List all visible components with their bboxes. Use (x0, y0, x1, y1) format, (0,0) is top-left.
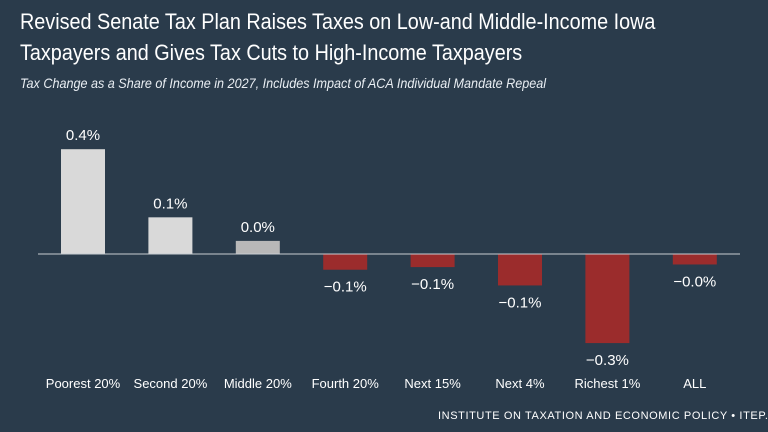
category-label-1: Poorest 20% (46, 376, 121, 391)
bar-6 (498, 254, 542, 286)
category-label-8: ALL (683, 376, 706, 391)
bar-5 (410, 254, 455, 268)
data-label-4: −0.1% (324, 279, 367, 296)
chart-subtitle: Tax Change as a Share of Income in 2027,… (20, 75, 547, 91)
chart-title: Revised Senate Tax Plan Raises Taxes on … (20, 9, 656, 65)
bar-3 (235, 240, 280, 254)
bar-2 (148, 217, 193, 254)
source-footer: INSTITUTE ON TAXATION AND ECONOMIC POLIC… (438, 410, 768, 422)
bar-8 (672, 254, 717, 265)
category-label-5: Next 15% (404, 376, 461, 391)
data-label-6: −0.1% (499, 294, 542, 311)
category-label-7: Richest 1% (575, 376, 641, 391)
bar-1 (61, 149, 105, 254)
data-label-2: 0.1% (153, 195, 187, 212)
data-label-8: −0.0% (673, 273, 716, 290)
data-label-1: 0.4% (66, 127, 100, 144)
category-label-2: Second 20% (134, 376, 208, 391)
bar-7 (585, 254, 630, 344)
category-label-3: Middle 20% (224, 376, 292, 391)
data-label-3: 0.0% (241, 219, 275, 236)
data-label-7: −0.3% (586, 352, 629, 369)
category-label-6: Next 4% (495, 376, 545, 391)
bar-4 (323, 254, 368, 270)
data-label-5: −0.1% (411, 276, 454, 293)
category-label-4: Fourth 20% (312, 376, 380, 391)
